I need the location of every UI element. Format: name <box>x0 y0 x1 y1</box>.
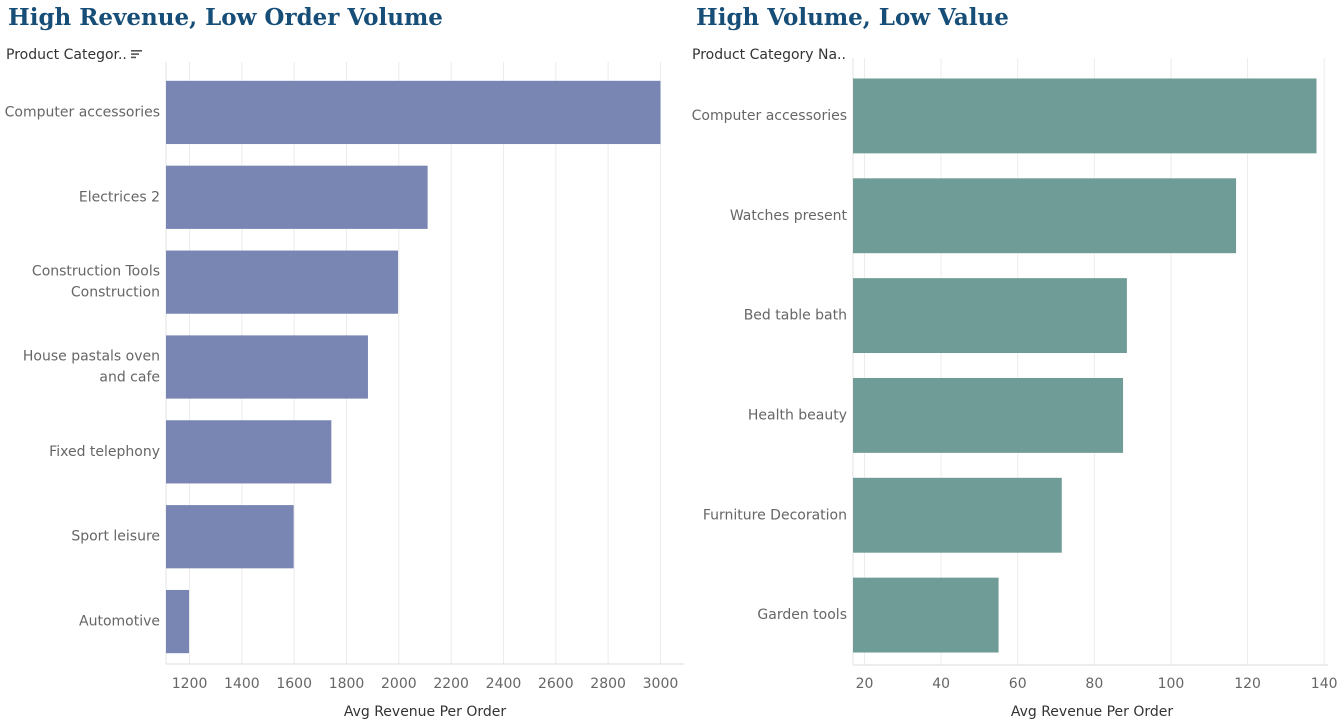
bar-chart: Computer accessories Electrices 2 Construc… <box>5 62 684 720</box>
category-label: Automotive <box>79 614 160 630</box>
category-label-line: Computer accessories <box>5 104 160 120</box>
category-label-line: Construction <box>71 285 160 301</box>
x-axis-title: Avg Revenue Per Order <box>344 704 507 720</box>
bar[interactable] <box>853 178 1237 254</box>
bar[interactable] <box>853 78 1317 154</box>
tick-label: 20 <box>856 676 874 692</box>
tick-label: 2600 <box>538 676 574 692</box>
tick-label: 100 <box>1158 676 1185 692</box>
bar[interactable] <box>166 335 368 399</box>
bar[interactable] <box>853 577 999 653</box>
category-label: House pastals oven and cafe <box>23 349 160 386</box>
category-label: Furniture Decoration <box>703 507 847 523</box>
x-axis-title: Avg Revenue Per Order <box>1011 704 1174 720</box>
bar[interactable] <box>166 505 294 569</box>
category-label: Computer accessories <box>692 108 847 124</box>
category-label-line: Watches present <box>730 208 848 224</box>
category-label: Watches present <box>730 208 848 224</box>
bar[interactable] <box>166 250 399 314</box>
category-label-line: and cafe <box>99 370 160 386</box>
bar[interactable] <box>166 165 428 229</box>
tick-label: 120 <box>1234 676 1261 692</box>
tick-label: 3000 <box>643 676 679 692</box>
tick-label: 2400 <box>486 676 522 692</box>
bar[interactable] <box>853 278 1127 354</box>
category-label: Sport leisure <box>71 529 160 545</box>
category-label-line: Automotive <box>79 614 160 630</box>
category-label: Electrices 2 <box>79 189 160 205</box>
category-label: Garden tools <box>757 607 847 623</box>
category-label-line: Bed table bath <box>744 308 847 324</box>
tick-label: 2200 <box>433 676 469 692</box>
category-label: Fixed telephony <box>49 444 160 460</box>
category-label: Health beauty <box>748 407 847 423</box>
category-label-line: House pastals oven <box>23 349 160 365</box>
category-label-line: Fixed telephony <box>49 444 160 460</box>
tick-label: 1800 <box>329 676 365 692</box>
tick-label: 80 <box>1085 676 1103 692</box>
category-label-line: Computer accessories <box>692 108 847 124</box>
chart-panel-right: High Volume, Low Value Product Category … <box>690 0 1344 725</box>
category-label-line: Garden tools <box>757 607 847 623</box>
chart-title: High Revenue, Low Order Volume <box>8 4 443 31</box>
tick-label: 140 <box>1311 676 1338 692</box>
tick-label: 2800 <box>590 676 626 692</box>
category-label-line: Health beauty <box>748 407 847 423</box>
category-label-line: Furniture Decoration <box>703 507 847 523</box>
tick-label: 40 <box>932 676 950 692</box>
bar[interactable] <box>853 377 1124 453</box>
chart-title: High Volume, Low Value <box>696 4 1009 31</box>
category-label-line: Construction Tools <box>32 264 160 280</box>
category-label: Computer accessories <box>5 104 160 120</box>
bar-chart: Computer accessories Watches present Bed t… <box>692 58 1338 720</box>
bar[interactable] <box>853 477 1062 553</box>
field-header-label: Product Category Na.. <box>692 47 846 63</box>
category-label-line: Sport leisure <box>71 529 160 545</box>
sort-descending-icon[interactable] <box>130 47 143 63</box>
tick-label: 1200 <box>172 676 208 692</box>
category-label: Bed table bath <box>744 308 847 324</box>
field-header[interactable]: Product Category Na.. <box>692 47 846 63</box>
chart-panel-left: High Revenue, Low Order Volume Product C… <box>5 4 684 720</box>
tick-label: 1600 <box>276 676 312 692</box>
tick-label: 60 <box>1009 676 1027 692</box>
bar[interactable] <box>166 589 190 654</box>
category-label-line: Electrices 2 <box>79 189 160 205</box>
category-label: Construction Tools Construction <box>32 264 160 301</box>
field-header[interactable]: Product Categor.. <box>6 47 143 63</box>
tick-label: 1400 <box>224 676 260 692</box>
bar[interactable] <box>166 420 332 484</box>
bar[interactable] <box>166 80 661 145</box>
tick-label: 2000 <box>381 676 417 692</box>
field-header-label: Product Categor.. <box>6 47 127 63</box>
